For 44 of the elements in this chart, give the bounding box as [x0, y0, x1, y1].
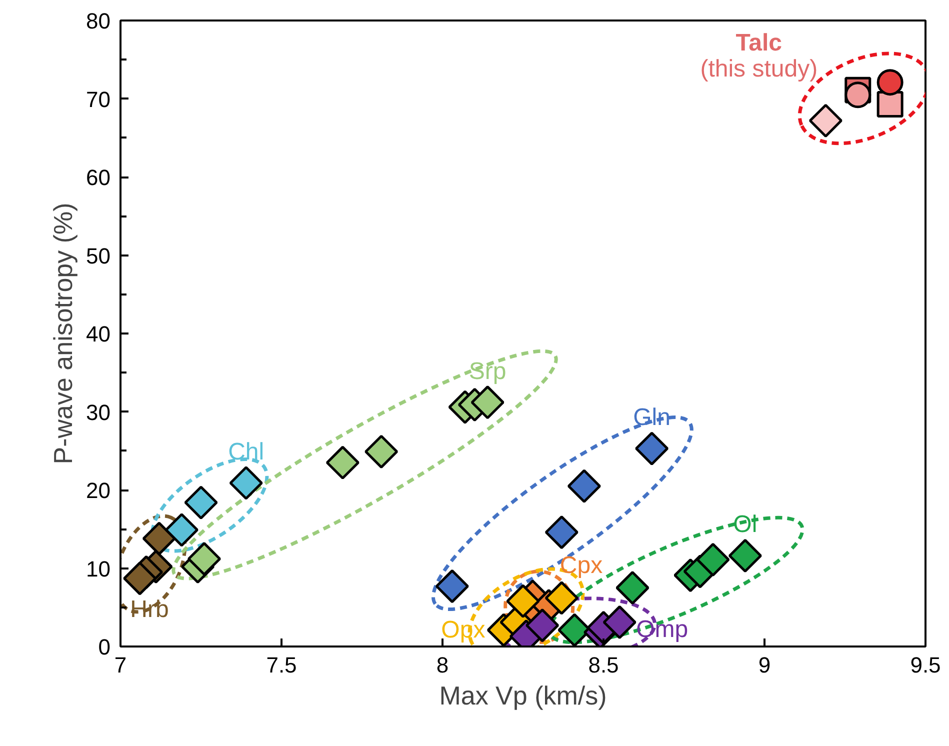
series-label: Ol: [733, 511, 758, 538]
point: [567, 469, 601, 503]
point: [808, 104, 842, 138]
point: [616, 571, 650, 605]
point: [844, 82, 872, 108]
point: [470, 386, 504, 420]
series-label: Cpx: [560, 552, 603, 579]
point: [435, 569, 469, 604]
series-label: Opx: [441, 616, 486, 644]
point: [229, 466, 263, 500]
y-tick-label: 10: [86, 556, 111, 582]
point: [602, 605, 636, 640]
x-tick-label: 7.5: [266, 652, 297, 678]
point: [876, 69, 904, 96]
point: [634, 432, 669, 466]
point: [326, 446, 360, 480]
x-tick-label: 8.5: [588, 652, 619, 678]
x-tick-label: 9.5: [910, 652, 941, 678]
y-tick-label: 40: [86, 322, 111, 346]
y-tick-label: 80: [86, 8, 111, 34]
y-tick-label: 60: [86, 165, 111, 190]
series-label: Chl: [228, 438, 264, 466]
point: [544, 515, 578, 550]
point: [696, 542, 730, 576]
y-tick-label: 20: [86, 478, 111, 503]
x-tick-label: 7: [114, 652, 127, 678]
x-tick-label: 8: [436, 652, 449, 678]
point: [164, 513, 198, 547]
y-tick-label: 0: [98, 634, 111, 660]
point: [364, 434, 398, 468]
x-axis-title: Max Vp (km/s): [439, 680, 607, 710]
y-tick-label: 50: [86, 243, 111, 268]
point: [526, 608, 560, 642]
y-tick-label: 30: [86, 400, 111, 425]
point: [544, 581, 578, 615]
y-axis-title: P-wave anisotropy (%): [48, 202, 78, 464]
series-label: Srp: [468, 358, 506, 385]
x-tick-label: 9: [758, 652, 771, 678]
point: [728, 538, 762, 573]
point: [876, 90, 904, 118]
point: [187, 542, 222, 576]
series-label: Talc (this study): [700, 30, 818, 83]
point: [142, 522, 176, 556]
y-tick-label: 70: [86, 86, 111, 112]
